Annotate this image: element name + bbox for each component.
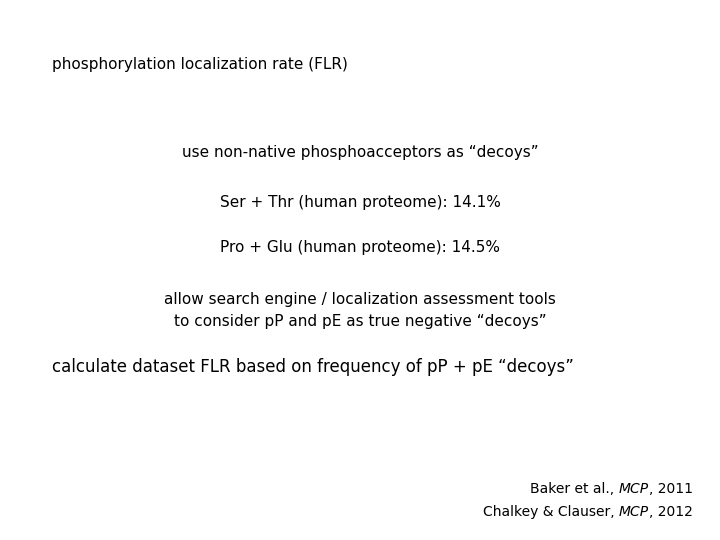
- Text: Chalkey & Clauser,: Chalkey & Clauser,: [483, 505, 619, 519]
- Text: phosphorylation localization rate (FLR): phosphorylation localization rate (FLR): [52, 57, 348, 72]
- Text: Pro + Glu (human proteome): 14.5%: Pro + Glu (human proteome): 14.5%: [220, 240, 500, 255]
- Text: MCP: MCP: [619, 482, 649, 496]
- Text: Baker et al.,: Baker et al.,: [531, 482, 619, 496]
- Text: use non-native phosphoacceptors as “decoys”: use non-native phosphoacceptors as “deco…: [181, 145, 539, 160]
- Text: calculate dataset FLR based on frequency of pP + pE “decoys”: calculate dataset FLR based on frequency…: [52, 358, 574, 376]
- Text: MCP: MCP: [619, 505, 649, 519]
- Text: Ser + Thr (human proteome): 14.1%: Ser + Thr (human proteome): 14.1%: [220, 195, 500, 210]
- Text: , 2012: , 2012: [649, 505, 693, 519]
- Text: allow search engine / localization assessment tools
to consider pP and pE as tru: allow search engine / localization asses…: [164, 292, 556, 329]
- Text: , 2011: , 2011: [649, 482, 693, 496]
